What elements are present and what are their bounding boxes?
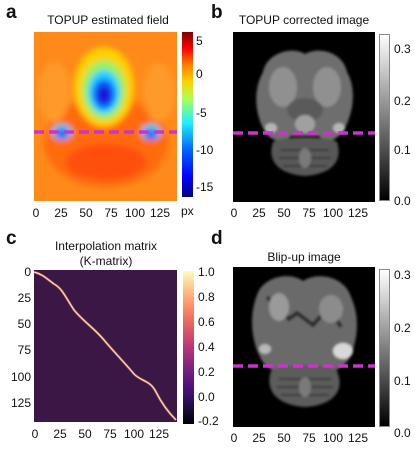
- panel-c-cbar-tick: 0.4: [198, 340, 215, 354]
- panel-b-xtick: 50: [277, 206, 291, 220]
- panel-b-title: TOPUP corrected image: [238, 13, 370, 27]
- panel-c-label: c: [6, 228, 17, 249]
- panel-c-cbar-tick: 0.0: [198, 390, 215, 404]
- panel-c-xtick: 75: [103, 427, 117, 441]
- panel-c-cbar-tick: -0.2: [198, 414, 219, 428]
- panel-c-ytick: 0: [24, 265, 31, 279]
- panel-d-xtick: 25: [252, 431, 266, 445]
- panel-c-ytick: 125: [10, 396, 31, 410]
- field-colorbar-unit: px: [181, 204, 194, 218]
- panel-a-label: a: [6, 2, 17, 23]
- panel-d-cbar-tick: 0.1: [394, 374, 411, 388]
- panel-d-xtick: 0: [230, 431, 238, 445]
- panel-c-cbar-tick: 0.2: [198, 365, 215, 379]
- panel-c-cbar-tick: 0.8: [198, 290, 215, 304]
- panel-b-cbar-tick: 0.0: [394, 194, 411, 208]
- panel-c-ytick: 75: [17, 343, 31, 357]
- panel-d-xtick: 50: [277, 431, 291, 445]
- blip-up-image: [233, 267, 375, 427]
- panel-b-cbar-tick: 0.1: [394, 143, 411, 157]
- panel-b-cbar-tick: 0.2: [394, 94, 411, 108]
- panel-d-xtick: 100: [322, 431, 344, 445]
- panel-b-xtick: 100: [322, 206, 344, 220]
- panel-c-title-line2: (K-matrix): [79, 254, 133, 268]
- corrected-image: [233, 32, 375, 202]
- panel-a-title: TOPUP estimated field: [47, 13, 169, 27]
- blip-up-colorbar: [379, 269, 390, 427]
- k-matrix-colorbar: [183, 271, 194, 424]
- panel-a-cbar-tick: -5: [196, 106, 207, 120]
- panel-a-xtick: 125: [149, 206, 171, 220]
- panel-d-xtick: 125: [347, 431, 369, 445]
- panel-b-xtick: 25: [252, 206, 266, 220]
- panel-c-cbar-tick: 1.0: [198, 265, 215, 279]
- panel-b-xtick: 125: [347, 206, 369, 220]
- panel-a-xtick: 50: [79, 206, 93, 220]
- panel-c-title-line1: Interpolation matrix: [54, 239, 158, 253]
- panel-d-label: d: [211, 228, 223, 249]
- panel-d-cbar-tick: 0.2: [394, 321, 411, 335]
- field-map-image: [34, 32, 177, 201]
- panel-c-xtick: 25: [53, 427, 67, 441]
- panel-c-xtick: 125: [148, 427, 170, 441]
- panel-a-xtick: 0: [32, 206, 40, 220]
- panel-b-xtick: 75: [302, 206, 316, 220]
- panel-d-title: Blip-up image: [267, 250, 341, 264]
- panel-b-xtick: 0: [230, 206, 238, 220]
- panel-d-xtick: 75: [302, 431, 316, 445]
- panel-a-cbar-tick: -10: [196, 143, 214, 157]
- panel-b-label: b: [211, 2, 223, 23]
- panel-c-xtick: 50: [78, 427, 92, 441]
- panel-a-xtick: 100: [124, 206, 146, 220]
- panel-c-xtick: 100: [123, 427, 145, 441]
- panel-c-ytick: 50: [17, 317, 31, 331]
- panel-a-xtick: 25: [54, 206, 68, 220]
- panel-a-xtick: 75: [104, 206, 118, 220]
- panel-b-cbar-tick: 0.3: [394, 42, 411, 56]
- k-matrix-image: [34, 270, 177, 422]
- panel-c-ytick: 25: [17, 291, 31, 305]
- panel-d-cbar-tick: 0.0: [394, 426, 411, 440]
- panel-c-xtick: 0: [31, 427, 39, 441]
- panel-c-cbar-tick: 0.6: [198, 315, 215, 329]
- panel-d-cbar-tick: 0.3: [394, 268, 411, 282]
- field-colorbar: [182, 32, 193, 197]
- panel-a-cbar-tick: 5: [196, 34, 203, 48]
- panel-a-cbar-tick: 0: [196, 67, 203, 81]
- panel-c-ytick: 100: [10, 370, 31, 384]
- corrected-colorbar: [379, 34, 390, 201]
- panel-a-cbar-tick: -15: [196, 180, 214, 194]
